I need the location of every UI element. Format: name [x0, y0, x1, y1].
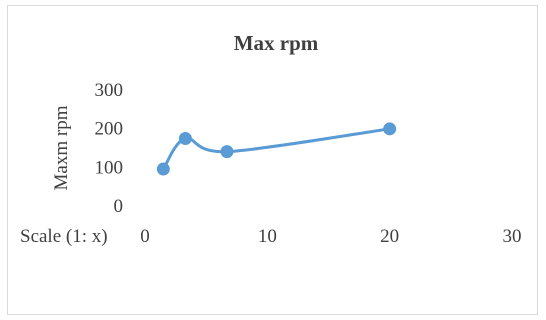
- series-line: [161, 127, 392, 171]
- y-tick-label: 200: [95, 119, 124, 140]
- y-tick-label: 0: [114, 196, 124, 217]
- data-point: [383, 122, 397, 136]
- data-point: [220, 145, 234, 159]
- data-point: [156, 162, 170, 176]
- y-tick-label: 300: [95, 80, 124, 101]
- x-axis-label: Scale (1: x): [20, 226, 108, 247]
- x-tick-label: 10: [258, 226, 277, 247]
- x-tick-label: 20: [380, 226, 399, 247]
- y-axis-ticks: 0 100 200 300: [95, 80, 124, 217]
- x-axis-ticks: 0 10 20 30: [140, 226, 521, 247]
- plot-area: [156, 122, 397, 176]
- y-axis-label: Maxm rpm: [51, 105, 72, 190]
- data-point: [178, 131, 192, 145]
- chart-title: Max rpm: [234, 31, 319, 55]
- x-tick-label: 30: [503, 226, 522, 247]
- chart-frame: [7, 5, 538, 315]
- y-tick-label: 100: [95, 157, 124, 178]
- x-tick-label: 0: [140, 226, 150, 247]
